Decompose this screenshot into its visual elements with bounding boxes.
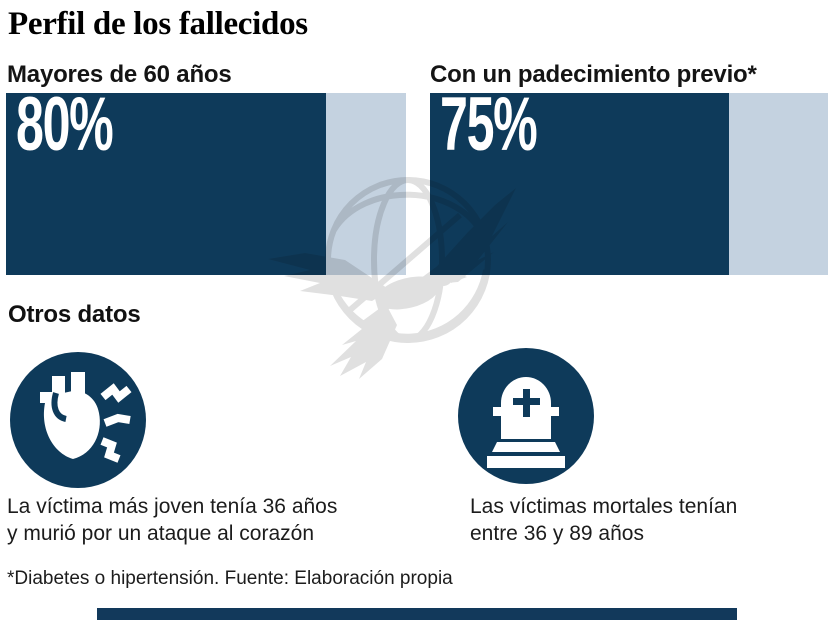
fact1-line2: y murió por un ataque al corazón xyxy=(7,522,315,545)
section-heading-otros-datos: Otros datos xyxy=(8,301,141,328)
bar1-fill: 80% xyxy=(6,87,326,275)
bar2-fill: 75% xyxy=(430,87,729,275)
heart-attack-icon xyxy=(9,351,147,489)
fact1-line1: La víctima más joven tenía 36 años xyxy=(7,495,338,518)
bar1-label: Mayores de 60 años xyxy=(7,61,232,88)
bar1-track: 80% xyxy=(6,87,406,275)
footnote-source: *Diabetes o hipertensión. Fuente: Elabor… xyxy=(7,568,453,589)
page-title: Perfil de los fallecidos xyxy=(8,6,308,42)
bottom-bar xyxy=(97,608,737,620)
bar2-value: 75% xyxy=(440,82,538,167)
fact1-caption: La víctima más joven tenía 36 años y mur… xyxy=(7,493,337,547)
fact2-caption: Las víctimas mortales tenían entre 36 y … xyxy=(470,493,737,547)
tombstone-icon xyxy=(457,347,595,485)
fact2-line2: entre 36 y 89 años xyxy=(470,522,644,545)
bar2-label: Con un padecimiento previo* xyxy=(430,61,757,88)
bar2-track: 75% xyxy=(430,87,828,275)
bar1-value: 80% xyxy=(16,82,114,167)
fact2-line1: Las víctimas mortales tenían xyxy=(470,495,738,518)
